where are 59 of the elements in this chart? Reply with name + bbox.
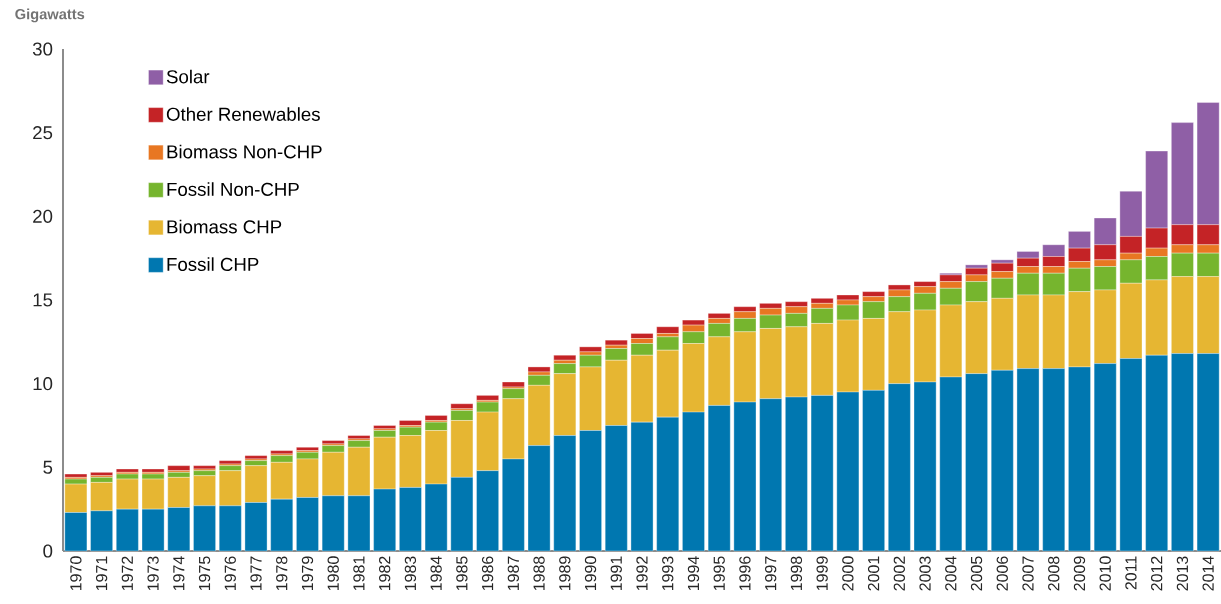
legend-label: Fossil Non-CHP (167, 182, 299, 196)
x-tick-label: 1993 (662, 556, 674, 591)
x-tick-label: 1973 (147, 556, 159, 591)
y-tick-label: 25 (33, 126, 53, 140)
legend-label: Fossil CHP (167, 257, 259, 272)
x-tick-label: 1972 (121, 556, 133, 591)
x-tick-label: 2006 (996, 556, 1008, 591)
legend-label: Biomass Non-CHP (167, 144, 322, 159)
x-tick-label: 2005 (970, 556, 983, 591)
x-tick-label: 2011 (1125, 556, 1137, 590)
x-tick-label: 2000 (842, 556, 854, 591)
x-tick-label: 1990 (584, 556, 597, 591)
x-tick-label: 1998 (790, 556, 803, 591)
x-tick-label: 1983 (404, 556, 417, 591)
x-tick-label: 2014 (1202, 556, 1214, 591)
x-tick-label: 1999 (816, 556, 828, 591)
x-tick-label: 2012 (1151, 556, 1163, 591)
x-tick-label: 1994 (687, 556, 700, 591)
legend-label: Solar (166, 69, 210, 84)
y-tick-label: 5 (43, 460, 53, 474)
x-tick-label: 1982 (379, 556, 391, 591)
x-tick-label: 1984 (430, 556, 442, 591)
x-tick-label: 1980 (327, 556, 339, 591)
x-tick-label: 1977 (250, 556, 262, 591)
x-tick-label: 1986 (481, 556, 494, 591)
x-tick-label: 1996 (739, 556, 751, 591)
x-tick-label: 1987 (507, 556, 519, 591)
x-tick-label: 1975 (198, 556, 211, 591)
x-tick-label: 2010 (1099, 556, 1111, 591)
x-tick-label: 2002 (893, 556, 905, 591)
x-tick-label: 1979 (301, 556, 314, 591)
x-tick-label: 1992 (636, 556, 648, 591)
y-tick-label: 0 (43, 544, 53, 558)
x-tick-label: 2001 (867, 556, 880, 591)
x-tick-label: 1976 (224, 556, 236, 591)
legend-label: Other Renewables (166, 107, 320, 121)
x-tick-label: 1974 (173, 556, 185, 591)
x-tick-label: 1970 (70, 556, 82, 591)
x-tick-label: 1981 (353, 556, 365, 591)
x-tick-label: 1988 (533, 556, 545, 591)
y-tick-label: 10 (33, 377, 53, 391)
x-tick-label: 2007 (1022, 556, 1034, 591)
x-tick-label: 2008 (1048, 556, 1060, 591)
x-tick-label: 1991 (610, 556, 622, 591)
y-tick-label: 30 (32, 42, 53, 56)
y-tick-label: 20 (33, 209, 53, 223)
x-tick-label: 1985 (456, 556, 468, 591)
x-tick-label: 1978 (276, 556, 288, 591)
x-tick-label: 2009 (1073, 556, 1086, 591)
x-tick-label: 2013 (1176, 556, 1189, 591)
legend-label: Biomass CHP (167, 219, 282, 234)
x-tick-label: 2003 (919, 556, 931, 591)
x-tick-label: 1995 (713, 556, 725, 591)
x-tick-label: 1997 (765, 556, 777, 591)
y-axis-title: Gigawatts (15, 8, 85, 23)
x-tick-label: 2004 (945, 556, 957, 591)
x-tick-label: 1971 (95, 556, 108, 591)
y-tick-label: 15 (33, 293, 53, 307)
x-tick-label: 1989 (559, 556, 571, 591)
